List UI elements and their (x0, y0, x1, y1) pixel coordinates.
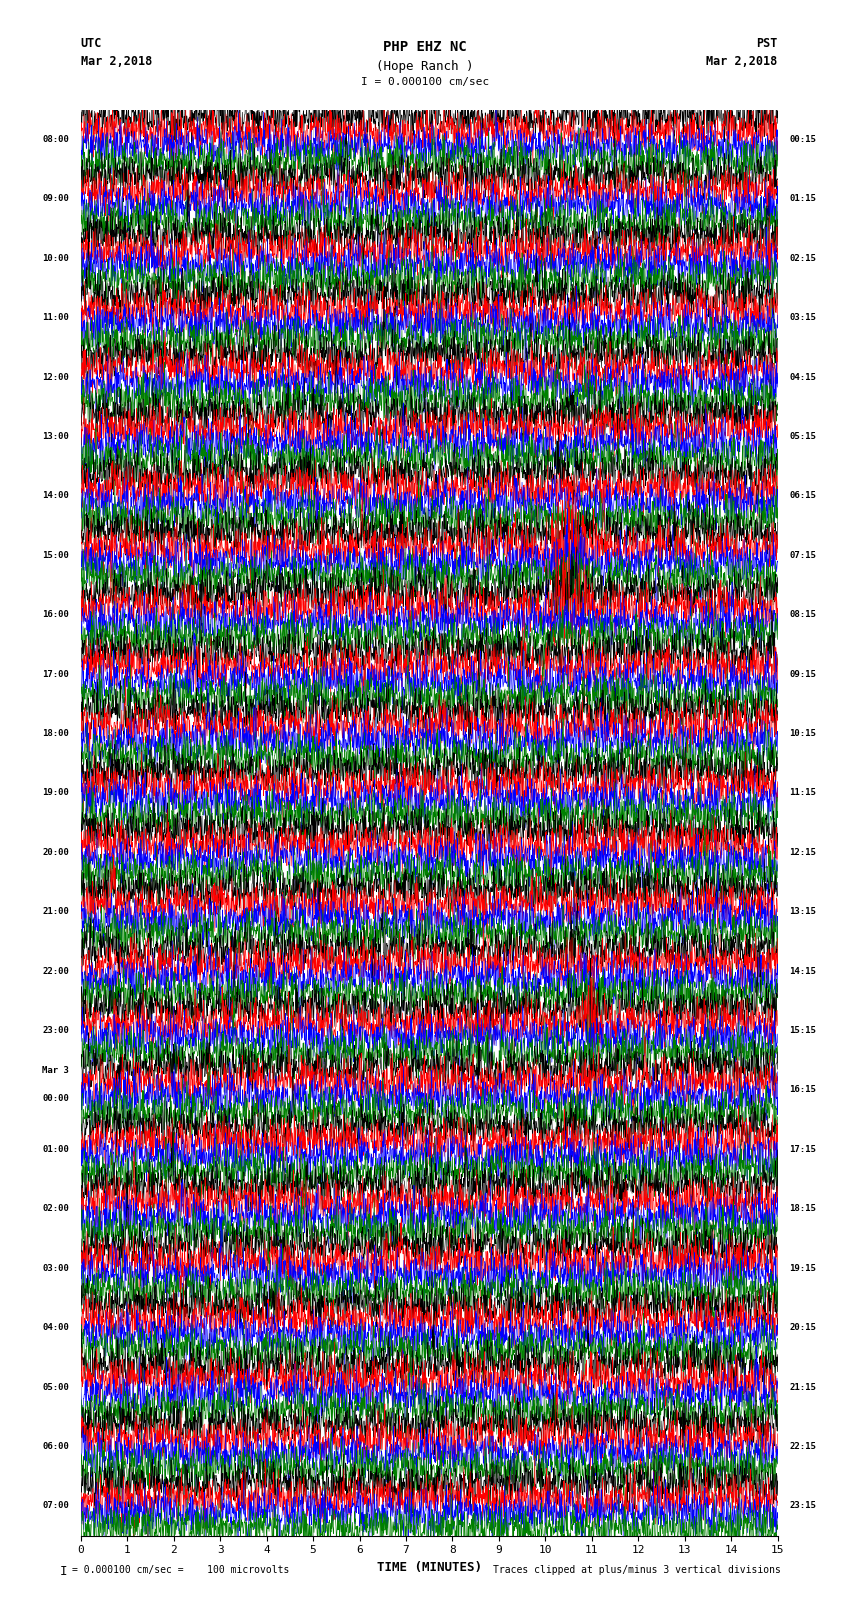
Text: 20:15: 20:15 (790, 1323, 816, 1332)
Text: 03:00: 03:00 (42, 1263, 69, 1273)
Text: 18:00: 18:00 (42, 729, 69, 739)
Text: 17:00: 17:00 (42, 669, 69, 679)
X-axis label: TIME (MINUTES): TIME (MINUTES) (377, 1561, 482, 1574)
Text: 06:15: 06:15 (790, 492, 816, 500)
Text: 20:00: 20:00 (42, 848, 69, 857)
Text: 16:15: 16:15 (790, 1086, 816, 1095)
Text: 21:15: 21:15 (790, 1382, 816, 1392)
Text: 01:00: 01:00 (42, 1145, 69, 1153)
Text: 08:00: 08:00 (42, 135, 69, 144)
Text: 09:15: 09:15 (790, 669, 816, 679)
Text: 16:00: 16:00 (42, 610, 69, 619)
Text: 00:00: 00:00 (42, 1094, 69, 1103)
Text: 11:15: 11:15 (790, 789, 816, 797)
Text: 18:15: 18:15 (790, 1205, 816, 1213)
Text: 17:15: 17:15 (790, 1145, 816, 1153)
Text: 08:15: 08:15 (790, 610, 816, 619)
Text: 23:00: 23:00 (42, 1026, 69, 1036)
Text: 07:15: 07:15 (790, 550, 816, 560)
Text: Mar 2,2018: Mar 2,2018 (706, 55, 778, 68)
Text: 19:15: 19:15 (790, 1263, 816, 1273)
Text: 19:00: 19:00 (42, 789, 69, 797)
Text: Mar 2,2018: Mar 2,2018 (81, 55, 152, 68)
Text: 22:00: 22:00 (42, 966, 69, 976)
Text: 22:15: 22:15 (790, 1442, 816, 1452)
Text: 10:00: 10:00 (42, 253, 69, 263)
Text: 09:00: 09:00 (42, 194, 69, 203)
Text: PST: PST (756, 37, 778, 50)
Text: 13:00: 13:00 (42, 432, 69, 440)
Text: 14:00: 14:00 (42, 492, 69, 500)
Text: 12:00: 12:00 (42, 373, 69, 382)
Text: 01:15: 01:15 (790, 194, 816, 203)
Text: PHP EHZ NC: PHP EHZ NC (383, 40, 467, 55)
Text: 21:00: 21:00 (42, 907, 69, 916)
Text: I: I (60, 1565, 67, 1578)
Text: (Hope Ranch ): (Hope Ranch ) (377, 60, 473, 73)
Text: UTC: UTC (81, 37, 102, 50)
Text: 05:00: 05:00 (42, 1382, 69, 1392)
Text: I = 0.000100 cm/sec: I = 0.000100 cm/sec (361, 77, 489, 87)
Text: Traces clipped at plus/minus 3 vertical divisions: Traces clipped at plus/minus 3 vertical … (493, 1565, 781, 1574)
Text: = 0.000100 cm/sec =    100 microvolts: = 0.000100 cm/sec = 100 microvolts (72, 1565, 290, 1574)
Text: 02:15: 02:15 (790, 253, 816, 263)
Text: 10:15: 10:15 (790, 729, 816, 739)
Text: 23:15: 23:15 (790, 1502, 816, 1510)
Text: 07:00: 07:00 (42, 1502, 69, 1510)
Text: 15:00: 15:00 (42, 550, 69, 560)
Text: 04:00: 04:00 (42, 1323, 69, 1332)
Text: 04:15: 04:15 (790, 373, 816, 382)
Text: 02:00: 02:00 (42, 1205, 69, 1213)
Text: 14:15: 14:15 (790, 966, 816, 976)
Text: 12:15: 12:15 (790, 848, 816, 857)
Text: 00:15: 00:15 (790, 135, 816, 144)
Text: 03:15: 03:15 (790, 313, 816, 323)
Text: 13:15: 13:15 (790, 907, 816, 916)
Text: 15:15: 15:15 (790, 1026, 816, 1036)
Text: Mar 3: Mar 3 (42, 1066, 69, 1076)
Text: 06:00: 06:00 (42, 1442, 69, 1452)
Text: 05:15: 05:15 (790, 432, 816, 440)
Text: 11:00: 11:00 (42, 313, 69, 323)
